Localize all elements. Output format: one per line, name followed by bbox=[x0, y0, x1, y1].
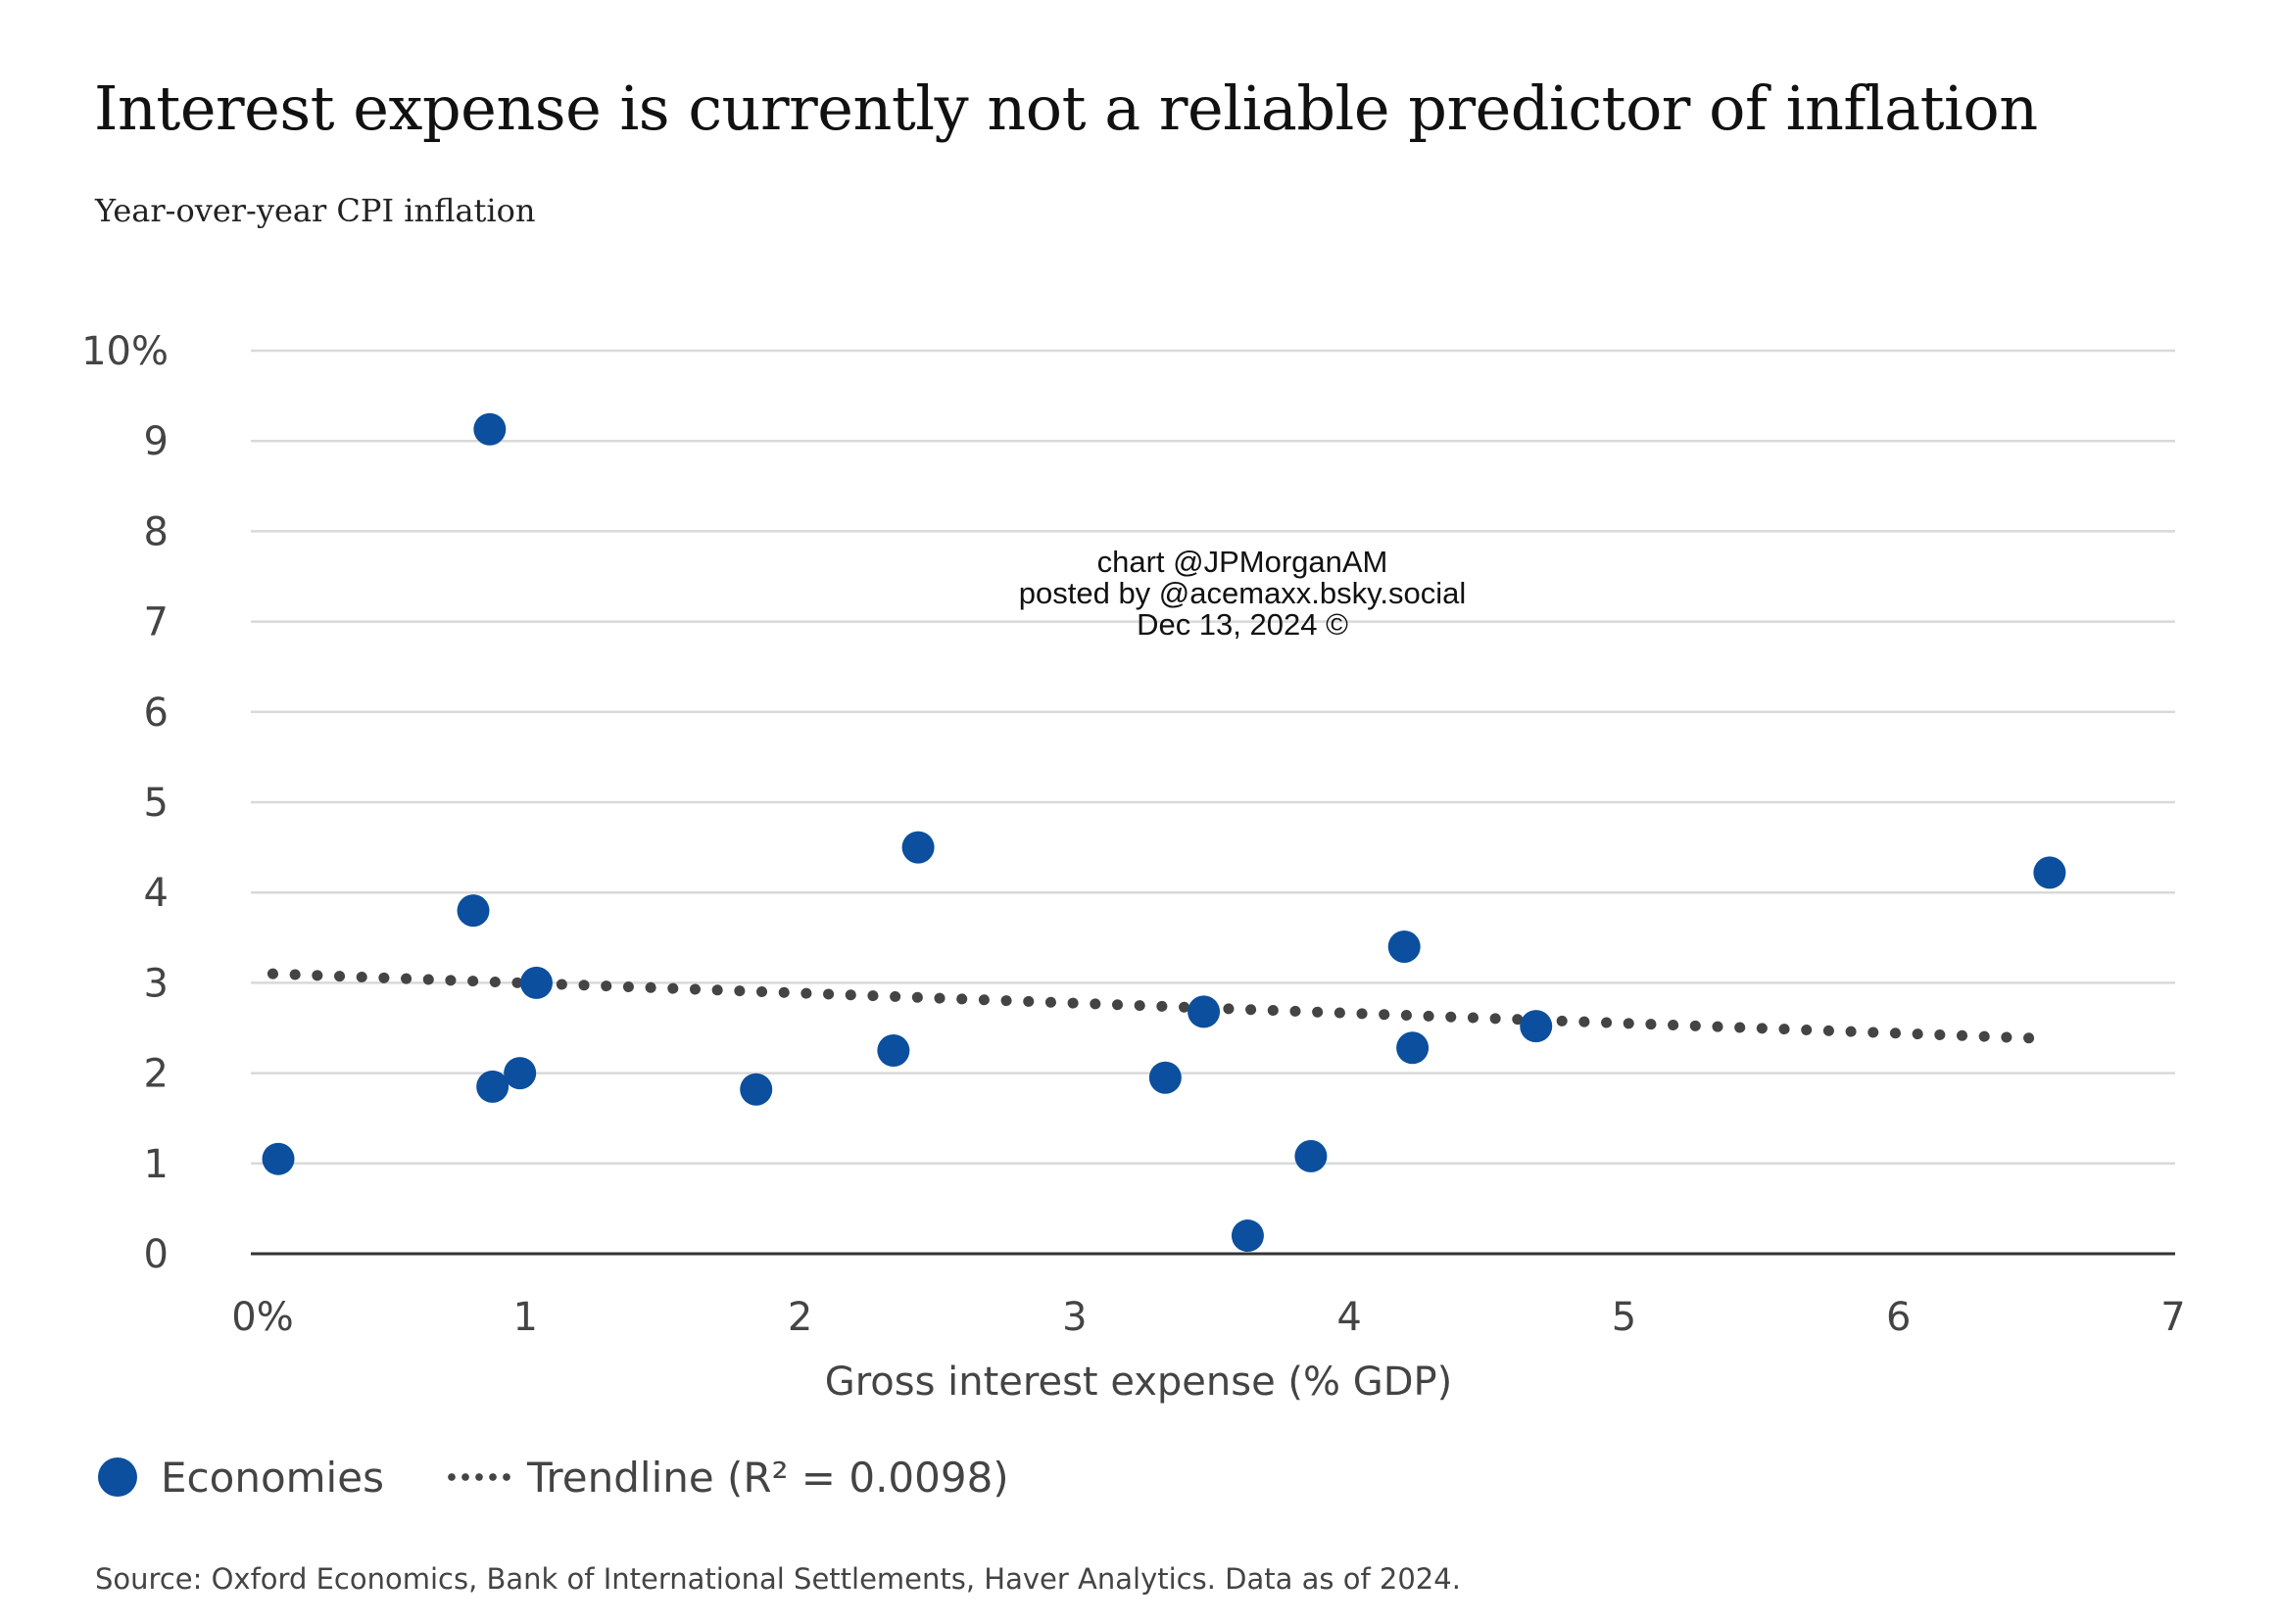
y-tick-label: 4 bbox=[144, 871, 169, 916]
y-tick-label: 0 bbox=[144, 1232, 169, 1277]
gridlines bbox=[251, 349, 2175, 1256]
economy-point bbox=[740, 1073, 773, 1106]
economy-point bbox=[1294, 1139, 1328, 1172]
economy-point bbox=[1520, 1010, 1553, 1043]
economy-point bbox=[2033, 856, 2066, 889]
economy-point bbox=[1188, 995, 1221, 1028]
economy-point bbox=[901, 831, 935, 864]
legend-trendline-label: Trendline (R² = 0.0098) bbox=[526, 1453, 1009, 1502]
y-tick-label: 6 bbox=[144, 691, 169, 736]
x-tick-label: 5 bbox=[1612, 1295, 1636, 1340]
economy-point bbox=[504, 1057, 537, 1090]
trendline-path bbox=[267, 968, 2056, 1045]
legend-economies-label: Economies bbox=[161, 1453, 384, 1502]
y-axis-ticks: 0 1 2 3 4 5 6 7 8 9 10% bbox=[81, 329, 169, 1277]
y-tick-label: 10% bbox=[81, 329, 169, 374]
economy-point bbox=[476, 1070, 509, 1103]
y-tick-label: 7 bbox=[144, 600, 169, 645]
x-tick-label: 3 bbox=[1062, 1295, 1087, 1340]
watermark-line-3: Dec 13, 2024 © bbox=[1137, 607, 1348, 642]
y-tick-label: 2 bbox=[144, 1052, 169, 1097]
economy-point bbox=[1148, 1061, 1182, 1094]
watermark: chart @JPMorganAM posted by @acemaxx.bsk… bbox=[1019, 545, 1466, 642]
x-tick-label: 4 bbox=[1336, 1295, 1361, 1340]
economy-point bbox=[877, 1034, 910, 1068]
economy-point bbox=[1387, 931, 1421, 964]
y-tick-label: 8 bbox=[144, 509, 169, 554]
trendline bbox=[267, 968, 2056, 1045]
chart-subtitle: Year-over-year CPI inflation bbox=[95, 192, 536, 229]
chart-title: Interest expense is currently not a reli… bbox=[94, 72, 2038, 144]
legend: Economies Trendline (R² = 0.0098) bbox=[98, 1448, 1009, 1506]
economy-point bbox=[1231, 1219, 1264, 1253]
economies-points bbox=[262, 412, 2066, 1253]
source-note: Source: Oxford Economics, Bank of Intern… bbox=[95, 1562, 1461, 1596]
economy-point bbox=[457, 894, 490, 928]
x-tick-label: 7 bbox=[2160, 1295, 2185, 1340]
x-tick-label: 2 bbox=[788, 1295, 812, 1340]
watermark-line-1: chart @JPMorganAM bbox=[1097, 545, 1388, 579]
x-tick-label: 0% bbox=[231, 1295, 293, 1340]
economy-point bbox=[473, 412, 507, 446]
x-axis-title: Gross interest expense (% GDP) bbox=[825, 1360, 1453, 1405]
y-tick-label: 3 bbox=[144, 961, 169, 1006]
economy-point bbox=[1396, 1031, 1430, 1065]
y-tick-label: 9 bbox=[144, 419, 169, 464]
legend-trendline-marker bbox=[444, 1473, 513, 1481]
y-tick-label: 1 bbox=[144, 1142, 169, 1187]
x-axis-ticks: 0% 1 2 3 4 5 6 7 bbox=[231, 1295, 2185, 1340]
economy-point bbox=[262, 1142, 295, 1175]
x-tick-label: 1 bbox=[513, 1295, 538, 1340]
economy-point bbox=[519, 966, 553, 999]
legend-economies-marker bbox=[98, 1457, 137, 1497]
y-tick-label: 5 bbox=[144, 781, 169, 826]
watermark-line-2: posted by @acemaxx.bsky.social bbox=[1019, 576, 1466, 610]
x-tick-label: 6 bbox=[1886, 1295, 1911, 1340]
